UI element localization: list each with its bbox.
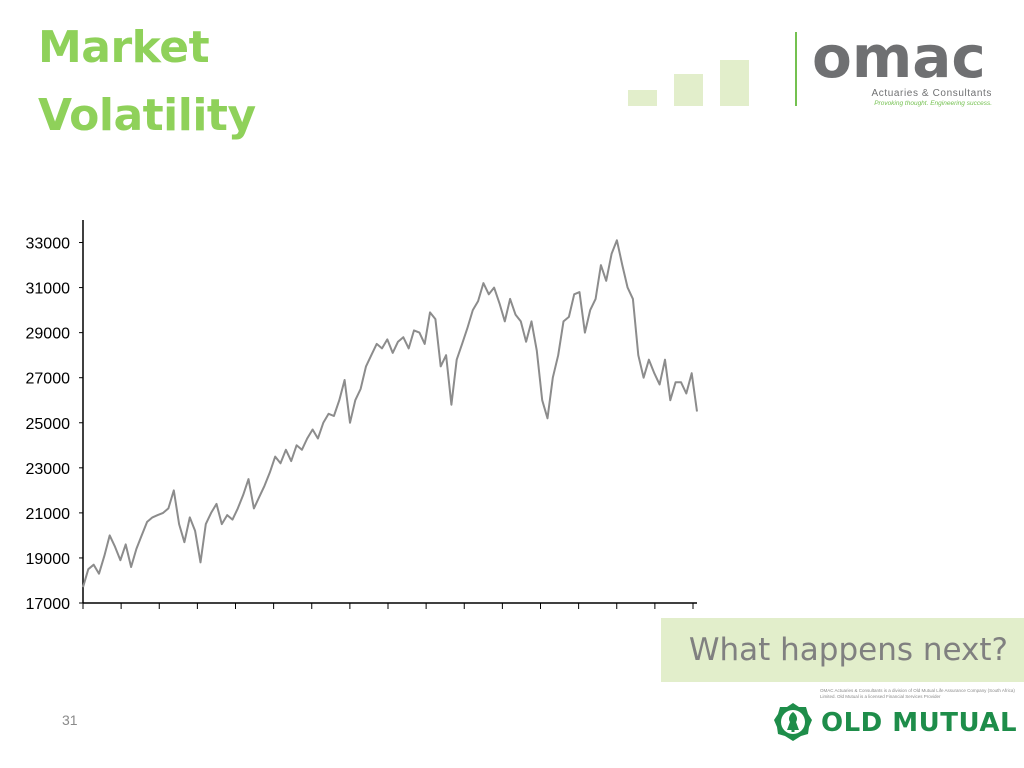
old-mutual-wordmark: OLD MUTUAL <box>821 708 1018 738</box>
series-line-0 <box>82 239 698 588</box>
y-tick-label: 17000 <box>26 596 71 613</box>
y-tick-label: 23000 <box>26 461 71 478</box>
old-mutual-emblem-icon <box>774 703 812 741</box>
y-tick-label: 33000 <box>26 236 71 253</box>
old-mutual-logo: OLD MUTUAL <box>773 702 1017 746</box>
omac-wordmark: omac <box>812 23 986 91</box>
bar-steps-graphic <box>628 58 750 106</box>
what-next-callout: What happens next? <box>661 618 1024 682</box>
omac-subtitle: Actuaries & Consultants <box>871 88 992 99</box>
legal-disclaimer: OMAC Actuaries & Consultants is a divisi… <box>820 688 1015 699</box>
omac-tagline: Provoking thought. Engineering success. <box>874 100 992 107</box>
title-line-1: Market <box>38 22 210 73</box>
step-bar-medium <box>674 74 703 106</box>
y-tick-label: 27000 <box>26 371 71 388</box>
brand-divider <box>795 32 797 106</box>
y-tick-label: 31000 <box>26 281 71 298</box>
y-tick-label: 25000 <box>26 416 71 433</box>
slide-title: Market Volatility <box>38 14 256 150</box>
y-tick-label: 21000 <box>26 506 71 523</box>
market-line-chart: 17000 19000 21000 23000 25000 27000 29000 31000… <box>26 220 698 613</box>
step-bar-large <box>720 60 749 106</box>
step-bar-small <box>628 90 657 106</box>
y-tick-label: 19000 <box>26 551 71 568</box>
y-tick-label: 29000 <box>26 326 71 343</box>
page-number: 31 <box>62 712 78 728</box>
title-line-2: Volatility <box>38 90 256 141</box>
omac-logo: omac Actuaries & Consultants Provoking t… <box>812 24 1002 110</box>
